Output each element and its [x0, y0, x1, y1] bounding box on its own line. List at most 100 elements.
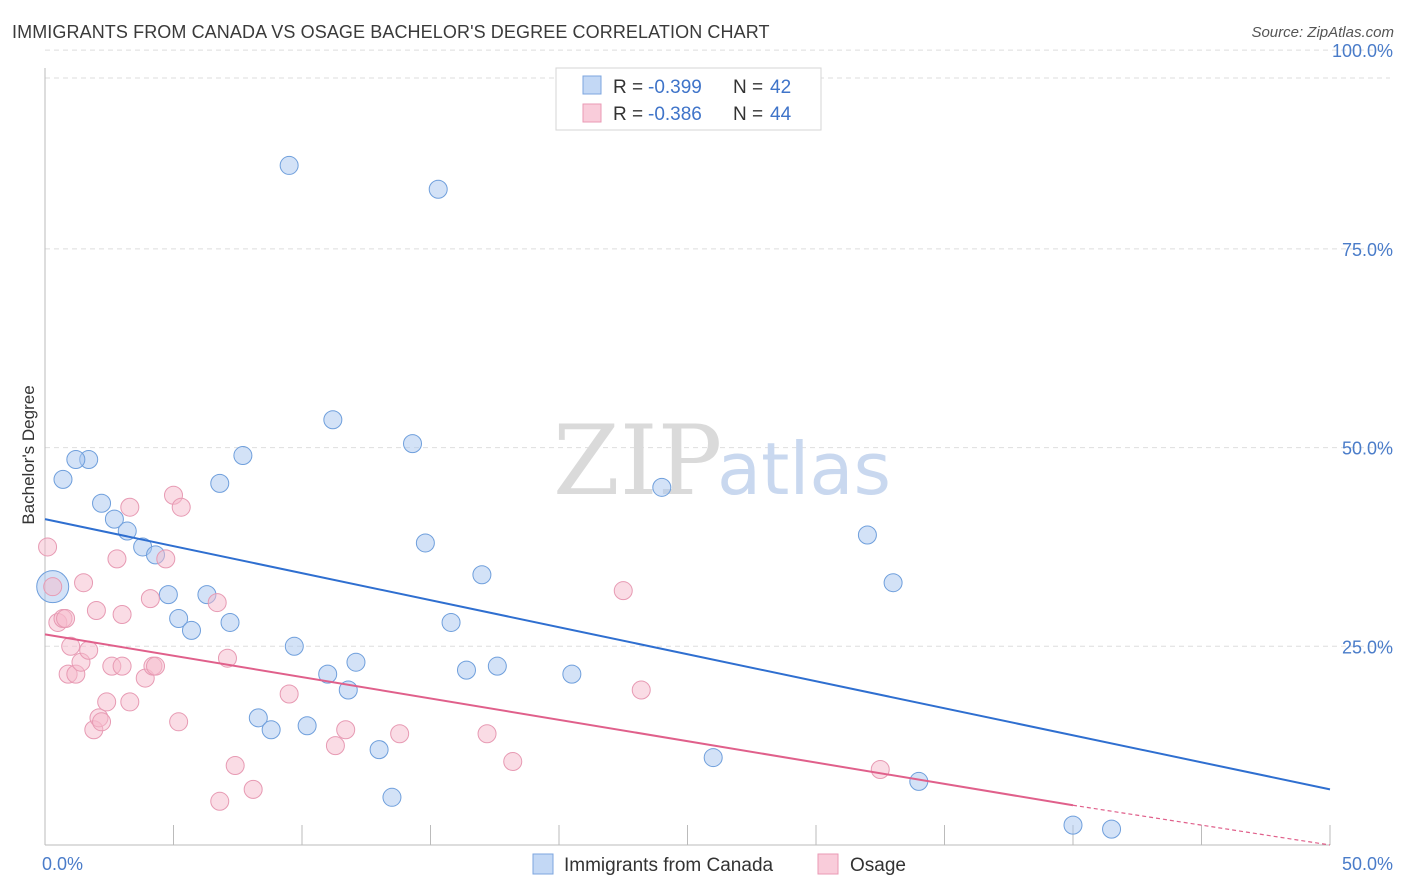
- x-tick-labels: 0.0% 50.0%: [42, 854, 1393, 874]
- legend-swatch-canada: [582, 75, 602, 95]
- point-osage-34: [243, 779, 263, 799]
- chart-title: IMMIGRANTS FROM CANADA VS OSAGE BACHELOR…: [12, 22, 770, 42]
- watermark-zip: ZIP: [553, 405, 722, 517]
- point-canada-18: [279, 155, 299, 175]
- legend-swatch-osage: [582, 103, 602, 123]
- legend-bottom-label-osage: Osage: [850, 855, 906, 876]
- point-canada-40: [1063, 815, 1083, 835]
- point-canada-34: [562, 664, 582, 684]
- point-canada-16: [248, 708, 268, 728]
- point-osage-37: [336, 720, 356, 740]
- point-canada-22: [323, 410, 343, 430]
- point-osage-1: [43, 577, 63, 597]
- legend-r-label-osage: R =: [613, 104, 643, 125]
- legend-n-value-canada: 42: [770, 77, 791, 98]
- axes: [44, 68, 1331, 846]
- point-canada-13: [210, 473, 230, 493]
- point-osage-4: [56, 608, 76, 628]
- scatter-points: [36, 155, 1122, 839]
- point-osage-43: [870, 759, 890, 779]
- point-osage-28: [169, 712, 189, 732]
- legend-bottom-swatch-canada: [532, 853, 554, 875]
- point-canada-41: [1102, 819, 1122, 839]
- point-osage-19: [112, 656, 132, 676]
- x-tick-label-0: 0.0%: [42, 854, 83, 874]
- point-canada-28: [415, 533, 435, 553]
- point-osage-25: [146, 656, 166, 676]
- point-canada-3: [66, 450, 86, 470]
- legend-bottom-label-canada: Immigrants from Canada: [564, 855, 774, 876]
- legend-r-label-canada: R =: [613, 77, 643, 98]
- trend-line-osage: [44, 633, 1074, 807]
- legend-bottom-swatch-osage: [817, 853, 839, 875]
- point-osage-31: [210, 791, 230, 811]
- point-canada-27: [403, 434, 423, 454]
- y-tick-label-0: 25.0%: [1342, 637, 1393, 657]
- point-canada-36: [703, 748, 723, 768]
- point-osage-33: [225, 756, 245, 776]
- point-osage-35: [279, 684, 299, 704]
- y-axis-title: Bachelor's Degree: [19, 385, 38, 524]
- point-canada-32: [472, 565, 492, 585]
- point-osage-32: [217, 648, 237, 668]
- point-canada-37: [857, 525, 877, 545]
- point-osage-17: [107, 549, 127, 569]
- point-canada-15: [233, 446, 253, 466]
- point-osage-38: [390, 724, 410, 744]
- point-canada-14: [220, 612, 240, 632]
- point-osage-20: [120, 692, 140, 712]
- point-canada-29: [428, 179, 448, 199]
- point-osage-26: [156, 549, 176, 569]
- point-osage-6: [61, 636, 81, 656]
- point-osage-9: [74, 573, 94, 593]
- point-canada-35: [652, 477, 672, 497]
- legend-n-label-osage: N =: [733, 104, 763, 125]
- point-canada-4: [92, 493, 112, 513]
- point-canada-5: [104, 509, 124, 529]
- point-canada-38: [883, 573, 903, 593]
- point-canada-25: [369, 740, 389, 760]
- watermark-atlas: atlas: [717, 427, 891, 511]
- source-label: Source: ZipAtlas.com: [1251, 24, 1394, 41]
- point-osage-18: [112, 605, 132, 625]
- y-tick-label-2: 75.0%: [1342, 240, 1393, 260]
- legend-n-label-canada: N =: [733, 77, 763, 98]
- point-canada-30: [441, 612, 461, 632]
- point-canada-20: [297, 716, 317, 736]
- point-osage-41: [613, 581, 633, 601]
- point-canada-1: [53, 469, 73, 489]
- point-canada-26: [382, 787, 402, 807]
- point-canada-19: [284, 636, 304, 656]
- watermark: ZIP atlas: [553, 405, 891, 517]
- point-canada-21: [318, 664, 338, 684]
- trend-line-osage-extension: [1072, 804, 1331, 846]
- point-canada-17: [261, 720, 281, 740]
- y-tick-labels: 25.0% 50.0% 75.0% 100.0%: [1332, 41, 1393, 657]
- x-tick-label-1: 50.0%: [1342, 854, 1393, 874]
- point-osage-10: [79, 640, 99, 660]
- legend-r-value-osage: -0.386: [648, 104, 702, 125]
- point-canada-10: [169, 608, 189, 628]
- point-canada-24: [346, 652, 366, 672]
- point-osage-12: [86, 601, 106, 621]
- grid: [45, 49, 1390, 647]
- trend-lines: [44, 518, 1331, 846]
- trend-line-canada: [44, 518, 1331, 791]
- y-tick-label-3: 100.0%: [1332, 41, 1393, 61]
- point-osage-0: [38, 537, 58, 557]
- point-canada-11: [181, 620, 201, 640]
- y-tick-label-1: 50.0%: [1342, 439, 1393, 459]
- legend-series: Immigrants from Canada Osage: [532, 853, 906, 876]
- point-osage-40: [503, 752, 523, 772]
- point-canada-9: [158, 585, 178, 605]
- point-osage-30: [207, 593, 227, 613]
- point-osage-42: [631, 680, 651, 700]
- point-canada-33: [487, 656, 507, 676]
- point-osage-14: [92, 712, 112, 732]
- point-osage-36: [325, 736, 345, 756]
- point-osage-39: [477, 724, 497, 744]
- point-osage-15: [97, 692, 117, 712]
- legend-r-value-canada: -0.399: [648, 77, 702, 98]
- legend-n-value-osage: 44: [770, 104, 792, 125]
